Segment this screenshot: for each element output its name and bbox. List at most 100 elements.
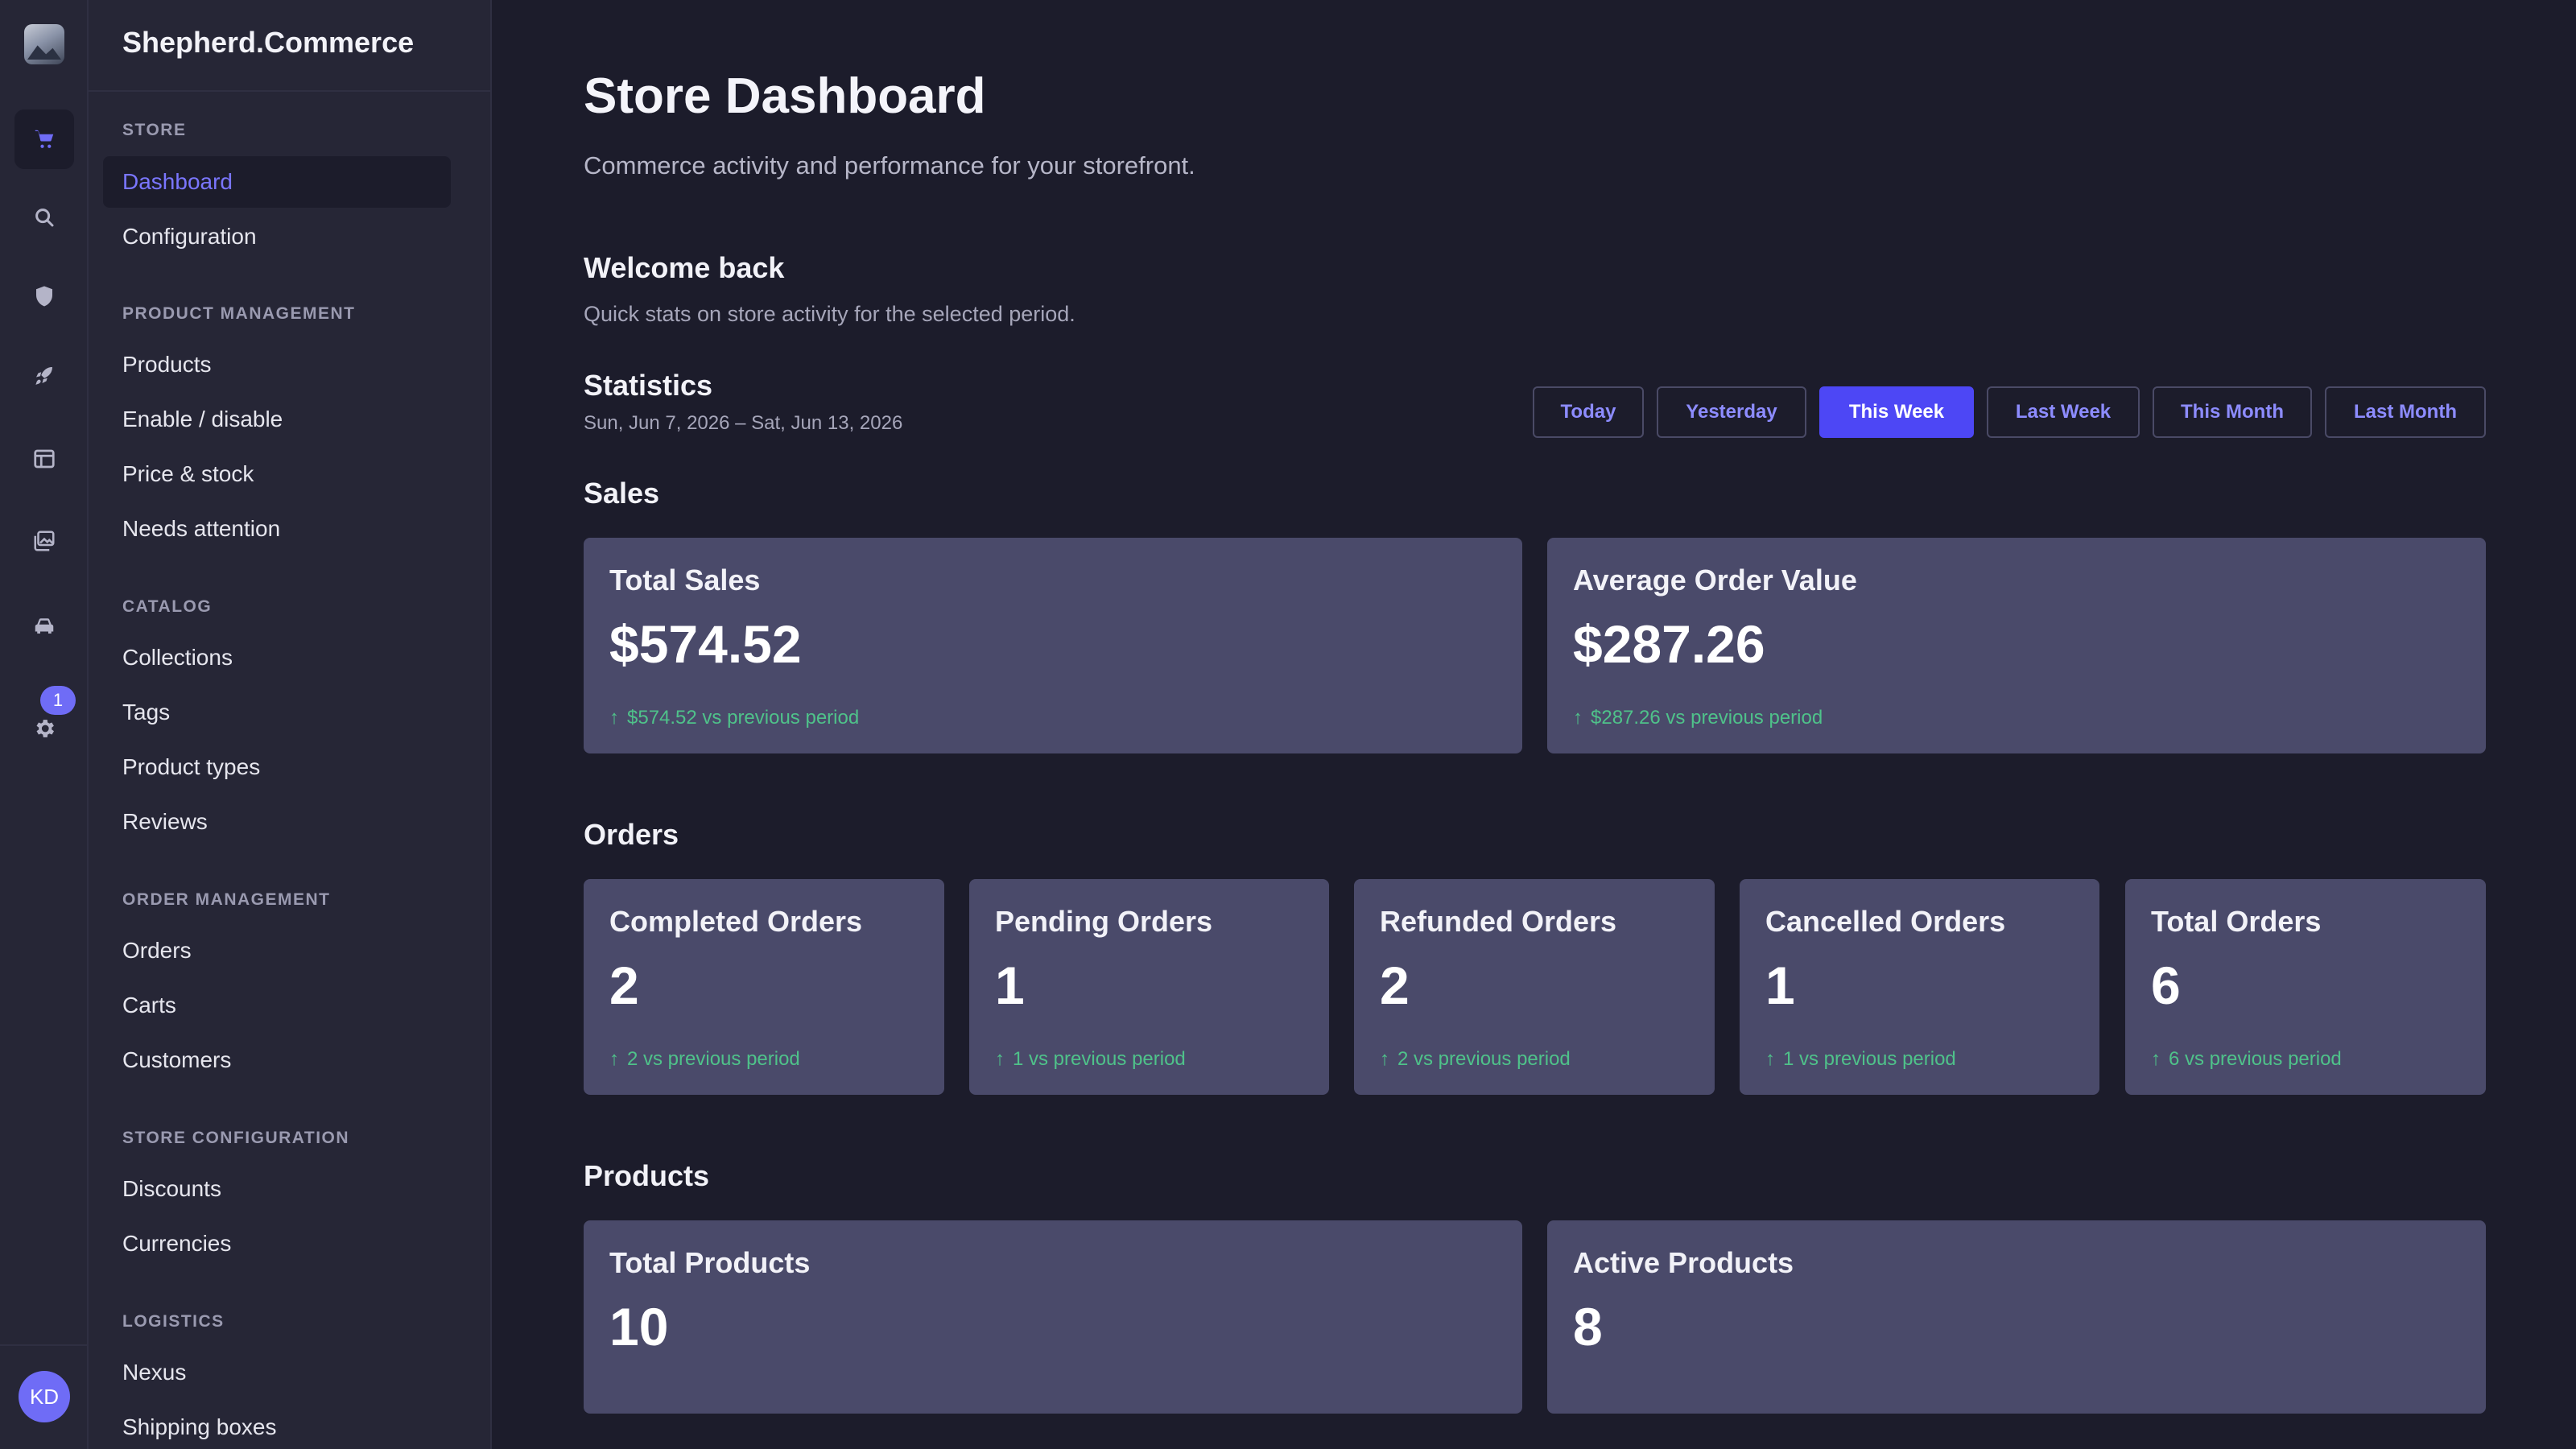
trend-text: $287.26 vs previous period — [1591, 707, 1823, 729]
card-value: $287.26 — [1573, 614, 1765, 674]
arrow-up-icon: ↑ — [995, 1048, 1005, 1070]
period-last-week-button[interactable]: Last Week — [1987, 386, 2140, 438]
card-value: 2 — [1380, 956, 1410, 1015]
brand-divider — [89, 90, 492, 92]
card-value: 1 — [995, 956, 1025, 1015]
cancelled-orders-card: Cancelled Orders 1 ↑ 1 vs previous perio… — [1740, 879, 2099, 1095]
period-yesterday-button[interactable]: Yesterday — [1657, 386, 1806, 438]
card-value: 2 — [609, 956, 639, 1015]
brand-name: Shepherd.Commerce — [122, 26, 415, 59]
average-order-value-card: Average Order Value $287.26 ↑ $287.26 vs… — [1547, 538, 2486, 753]
card-title: Refunded Orders — [1380, 905, 1617, 938]
sidebar-item-reviews[interactable]: Reviews — [122, 809, 208, 834]
rail-divider — [0, 1344, 89, 1346]
card-title: Total Products — [609, 1246, 811, 1279]
card-trend: ↑ 1 vs previous period — [1765, 1048, 1956, 1071]
section-title-store-configuration: STORE CONFIGURATION — [122, 1129, 350, 1147]
card-value: 10 — [609, 1297, 669, 1356]
card-title: Active Products — [1573, 1246, 1794, 1279]
layout-icon[interactable] — [14, 429, 74, 489]
sidebar-item-currencies[interactable]: Currencies — [122, 1231, 232, 1256]
card-title: Completed Orders — [609, 905, 863, 938]
active-products-card: Active Products 8 — [1547, 1220, 2486, 1414]
shield-icon[interactable] — [14, 266, 74, 326]
sidebar-item-discounts[interactable]: Discounts — [122, 1176, 221, 1201]
avatar[interactable]: KD — [19, 1371, 70, 1422]
orders-heading: Orders — [584, 818, 679, 851]
total-products-card: Total Products 10 — [584, 1220, 1522, 1414]
refunded-orders-card: Refunded Orders 2 ↑ 2 vs previous period — [1354, 879, 1715, 1095]
trend-text: 1 vs previous period — [1783, 1048, 1956, 1070]
icon-rail: 1 KD — [0, 0, 89, 1449]
arrow-up-icon: ↑ — [1573, 707, 1583, 729]
card-value: 8 — [1573, 1297, 1603, 1356]
section-title-catalog: CATALOG — [122, 597, 213, 616]
card-trend: ↑ 1 vs previous period — [995, 1048, 1186, 1071]
section-title-logistics: LOGISTICS — [122, 1312, 225, 1331]
sidebar-item-price-stock[interactable]: Price & stock — [122, 461, 254, 486]
page-subtitle: Commerce activity and performance for yo… — [584, 151, 1195, 180]
sales-heading: Sales — [584, 477, 660, 510]
arrow-up-icon: ↑ — [1765, 1048, 1775, 1070]
sidebar-item-tags[interactable]: Tags — [122, 700, 171, 724]
period-this-week-button[interactable]: This Week — [1819, 386, 1974, 438]
trend-text: 2 vs previous period — [627, 1048, 800, 1070]
card-title: Total Sales — [609, 564, 761, 597]
trend-text: $574.52 vs previous period — [627, 707, 860, 729]
sidebar-item-carts[interactable]: Carts — [122, 993, 176, 1018]
trend-text: 6 vs previous period — [2169, 1048, 2342, 1070]
sidebar-item-product-types[interactable]: Product types — [122, 754, 261, 779]
notification-badge: 1 — [40, 686, 76, 715]
search-icon[interactable] — [14, 188, 74, 247]
period-last-month-button[interactable]: Last Month — [2325, 386, 2486, 438]
welcome-title: Welcome back — [584, 251, 785, 284]
sidebar-item-nexus[interactable]: Nexus — [122, 1360, 187, 1385]
card-title: Total Orders — [2151, 905, 2322, 938]
cart-icon[interactable] — [14, 109, 74, 169]
statistics-title: Statistics — [584, 369, 713, 402]
sidebar-item-collections[interactable]: Collections — [122, 645, 233, 670]
card-trend: ↑ 2 vs previous period — [609, 1048, 800, 1071]
section-title-order-management: ORDER MANAGEMENT — [122, 890, 331, 909]
period-this-month-button[interactable]: This Month — [2153, 386, 2312, 438]
section-title-store: STORE — [122, 121, 187, 139]
arrow-up-icon: ↑ — [1380, 1048, 1389, 1070]
page-title: Store Dashboard — [584, 68, 986, 124]
arrow-up-icon: ↑ — [609, 707, 619, 729]
sidebar: Shepherd.Commerce STORE Dashboard Config… — [89, 0, 492, 1449]
trend-text: 2 vs previous period — [1397, 1048, 1571, 1070]
card-title: Average Order Value — [1573, 564, 1857, 597]
car-icon[interactable] — [14, 596, 74, 655]
sidebar-item-dashboard[interactable]: Dashboard — [103, 156, 451, 208]
card-trend: ↑ 2 vs previous period — [1380, 1048, 1571, 1071]
sidebar-item-products[interactable]: Products — [122, 352, 212, 377]
welcome-subtitle: Quick stats on store activity for the se… — [584, 302, 1075, 326]
card-value: 1 — [1765, 956, 1795, 1015]
rocket-icon[interactable] — [14, 345, 74, 405]
section-title-product-management: PRODUCT MANAGEMENT — [122, 304, 356, 323]
sidebar-item-needs-attention[interactable]: Needs attention — [122, 516, 281, 541]
period-today-button[interactable]: Today — [1533, 386, 1644, 438]
card-trend: ↑ 6 vs previous period — [2151, 1048, 2342, 1071]
pending-orders-card: Pending Orders 1 ↑ 1 vs previous period — [969, 879, 1329, 1095]
logo-icon[interactable] — [24, 24, 64, 64]
arrow-up-icon: ↑ — [2151, 1048, 2161, 1070]
sidebar-item-customers[interactable]: Customers — [122, 1047, 232, 1072]
main-content: Store Dashboard Commerce activity and pe… — [493, 0, 2576, 1449]
sidebar-item-orders[interactable]: Orders — [122, 938, 192, 963]
sidebar-item-configuration[interactable]: Configuration — [122, 224, 257, 249]
settings-icon[interactable] — [14, 699, 74, 758]
sidebar-item-shipping-boxes[interactable]: Shipping boxes — [122, 1414, 277, 1439]
card-title: Pending Orders — [995, 905, 1213, 938]
card-title: Cancelled Orders — [1765, 905, 2006, 938]
products-heading: Products — [584, 1159, 710, 1192]
images-icon[interactable] — [14, 511, 74, 571]
completed-orders-card: Completed Orders 2 ↑ 2 vs previous perio… — [584, 879, 944, 1095]
arrow-up-icon: ↑ — [609, 1048, 619, 1070]
card-value: $574.52 — [609, 614, 802, 674]
total-sales-card: Total Sales $574.52 ↑ $574.52 vs previou… — [584, 538, 1522, 753]
date-range: Sun, Jun 7, 2026 – Sat, Jun 13, 2026 — [584, 412, 903, 434]
sidebar-item-enable-disable[interactable]: Enable / disable — [122, 407, 283, 431]
card-trend: ↑ $287.26 vs previous period — [1573, 707, 1823, 729]
card-trend: ↑ $574.52 vs previous period — [609, 707, 859, 729]
